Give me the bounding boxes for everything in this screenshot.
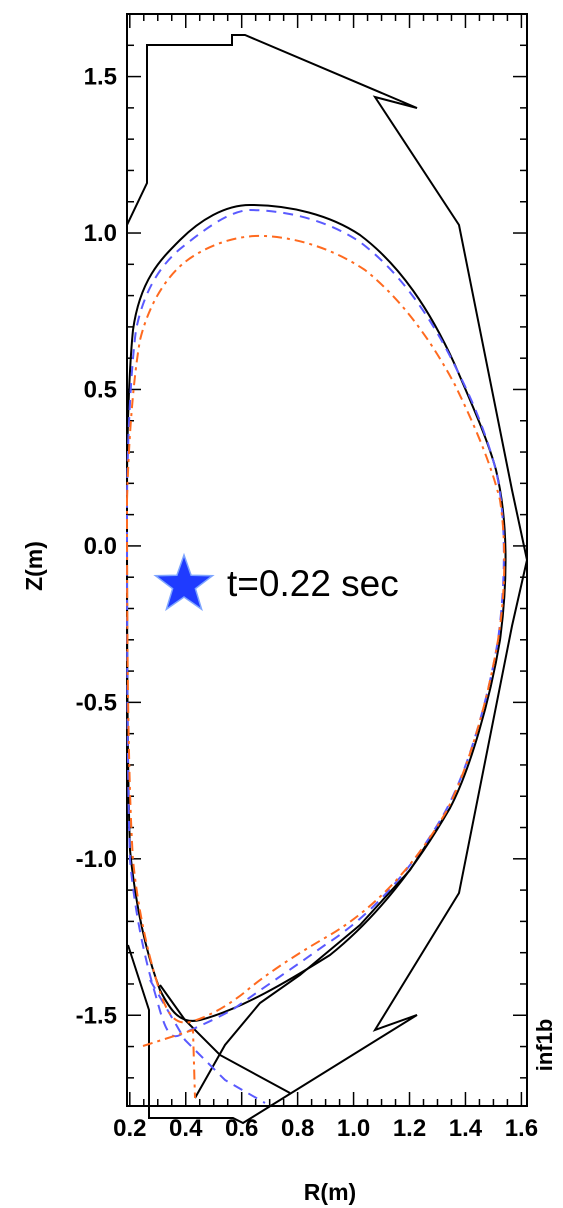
y-tick-label: -0.5 bbox=[76, 689, 117, 716]
x-tick-label: 1.6 bbox=[505, 1115, 538, 1142]
x-tick-label: 1.2 bbox=[393, 1115, 426, 1142]
orange-dashdot-line bbox=[125, 234, 506, 1024]
x-tick-labels: 0.2 0.4 0.6 0.8 1.0 1.2 1.4 1.6 bbox=[113, 1115, 538, 1142]
x-axis-label: R(m) bbox=[304, 1179, 356, 1205]
x-tick-label: 0.6 bbox=[225, 1115, 258, 1142]
y-tick-label: 1.0 bbox=[84, 220, 117, 247]
vessel-wall-line bbox=[126, 34, 529, 1125]
y-tick-label: -1.0 bbox=[76, 846, 117, 873]
plot-curves bbox=[125, 34, 529, 1125]
x-tick-label: 1.4 bbox=[449, 1115, 483, 1142]
divertor-leg-line bbox=[194, 807, 451, 1099]
annotation-text: t=0.22 sec bbox=[227, 563, 399, 604]
y-tick-label: 0.0 bbox=[84, 533, 117, 560]
x-tick-label: 0.4 bbox=[169, 1115, 203, 1142]
x-tick-label: 1.0 bbox=[337, 1115, 370, 1142]
blue-dashed-line bbox=[149, 979, 266, 1104]
axis-ticks bbox=[127, 14, 527, 1106]
divertor-leg-line bbox=[159, 984, 291, 1094]
y-tick-label: 0.5 bbox=[84, 376, 117, 403]
y-tick-labels: 1.5 1.0 0.5 0.0 -0.5 -1.0 -1.5 bbox=[76, 64, 117, 1030]
separatrix-solid-line bbox=[125, 203, 507, 1022]
x-tick-label: 0.8 bbox=[281, 1115, 314, 1142]
side-text: inf1b bbox=[532, 1019, 557, 1072]
plot-frame bbox=[126, 13, 528, 1107]
y-tick-label: 1.5 bbox=[84, 64, 117, 91]
orange-dashdot-line bbox=[142, 1028, 196, 1099]
x-tick-label: 0.2 bbox=[113, 1115, 146, 1142]
y-axis-label: Z(m) bbox=[21, 541, 47, 591]
star-marker bbox=[153, 552, 215, 612]
y-tick-label: -1.5 bbox=[76, 1002, 117, 1029]
